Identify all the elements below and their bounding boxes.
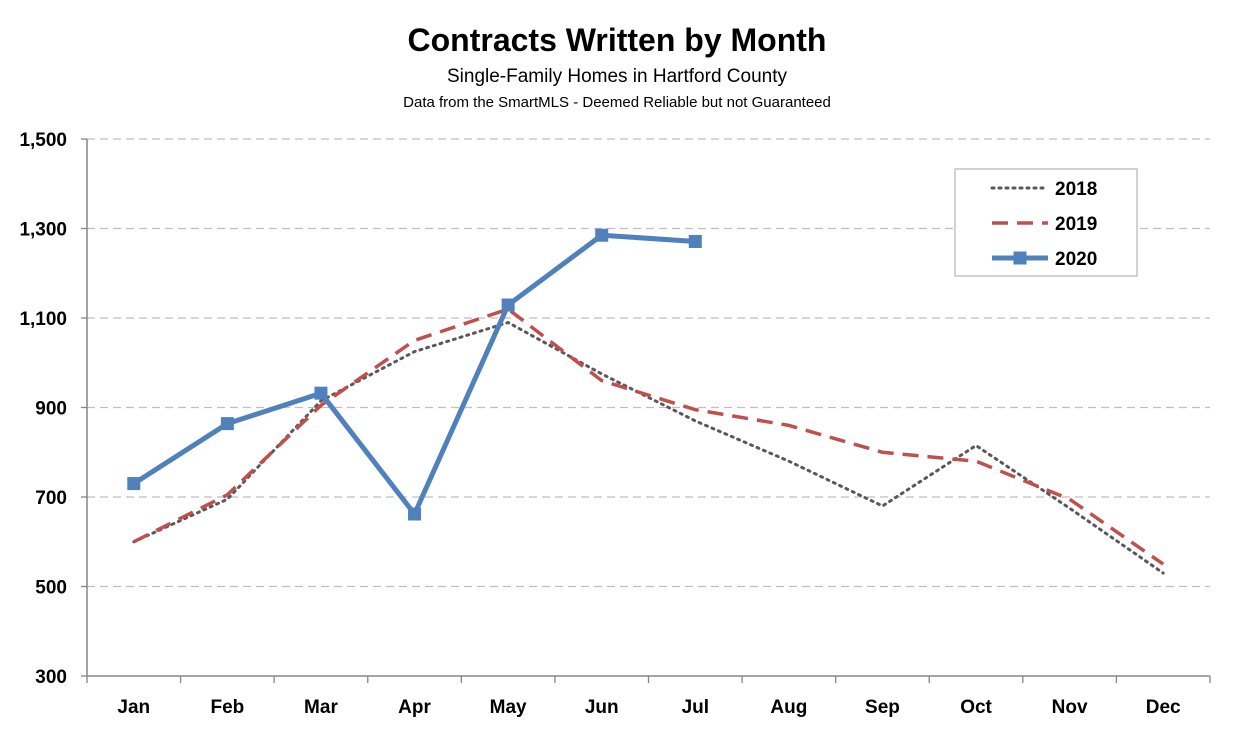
- y-tick-label: 700: [35, 488, 67, 509]
- x-tick-label: Oct: [960, 697, 992, 718]
- chart-title: Contracts Written by Month: [408, 22, 827, 58]
- legend: 2018 2019 2020: [954, 168, 1138, 277]
- chart-source-note: Data from the SmartMLS - Deemed Reliable…: [403, 94, 831, 111]
- x-axis-ticks: Jan Feb Mar Apr May Jun Jul Aug Sep Oct Nov Dec: [86, 676, 1211, 718]
- chart-subtitle: Single-Family Homes in Hartford County: [447, 66, 788, 87]
- x-tick-label: May: [490, 697, 527, 718]
- data-point-2020: [127, 477, 141, 491]
- x-tick-label: Mar: [304, 697, 338, 718]
- series-line-2018: [132, 321, 1165, 575]
- data-point-2020: [314, 386, 328, 400]
- y-tick-label: 500: [35, 578, 67, 599]
- y-tick-label: 1,500: [19, 130, 67, 151]
- data-point-2020: [501, 298, 515, 312]
- data-point-2020: [595, 228, 609, 242]
- y-tick-label: 1,300: [19, 220, 67, 241]
- data-point-2020: [408, 507, 422, 521]
- series-2020: [127, 228, 702, 521]
- x-tick-label: Aug: [770, 697, 807, 718]
- data-point-2020: [220, 417, 234, 431]
- series-2018: [132, 321, 1165, 575]
- x-tick-label: Apr: [398, 697, 431, 718]
- legend-label-2020: 2020: [1055, 249, 1097, 270]
- y-tick-label: 1,100: [19, 309, 67, 330]
- series-line-2019: [133, 307, 1165, 566]
- x-tick-label: Jan: [117, 697, 150, 718]
- series-line-2020: [132, 232, 696, 517]
- x-tick-label: Jul: [682, 697, 709, 718]
- y-axis-ticks: 300 500 700 900 1,100 1,300 1,500: [19, 130, 87, 688]
- x-tick-label: Nov: [1052, 697, 1088, 718]
- x-tick-label: Sep: [865, 697, 900, 718]
- legend-marker-2020: [1013, 251, 1027, 265]
- data-series: [127, 228, 1165, 575]
- legend-label-2018: 2018: [1055, 179, 1097, 200]
- x-tick-label: Jun: [585, 697, 619, 718]
- gridlines: [87, 138, 1210, 588]
- legend-label-2019: 2019: [1055, 214, 1097, 235]
- x-tick-label: Feb: [210, 697, 244, 718]
- x-tick-label: Dec: [1146, 697, 1181, 718]
- series-2019: [133, 307, 1165, 566]
- y-tick-label: 900: [35, 399, 67, 420]
- data-point-2020: [688, 234, 702, 248]
- y-tick-label: 300: [35, 667, 67, 688]
